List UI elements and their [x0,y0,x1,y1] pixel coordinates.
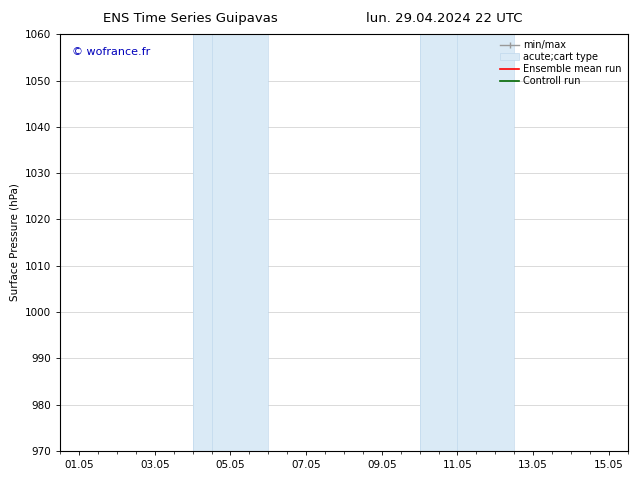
Y-axis label: Surface Pressure (hPa): Surface Pressure (hPa) [10,184,20,301]
Bar [420,34,457,451]
Text: © wofrance.fr: © wofrance.fr [72,47,150,57]
Legend: min/max, acute;cart type, Ensemble mean run, Controll run: min/max, acute;cart type, Ensemble mean … [496,36,626,90]
Bar [457,34,514,451]
Text: lun. 29.04.2024 22 UTC: lun. 29.04.2024 22 UTC [366,12,522,25]
Text: ENS Time Series Guipavas: ENS Time Series Guipavas [103,12,278,25]
Bar [212,34,268,451]
Bar [193,34,212,451]
